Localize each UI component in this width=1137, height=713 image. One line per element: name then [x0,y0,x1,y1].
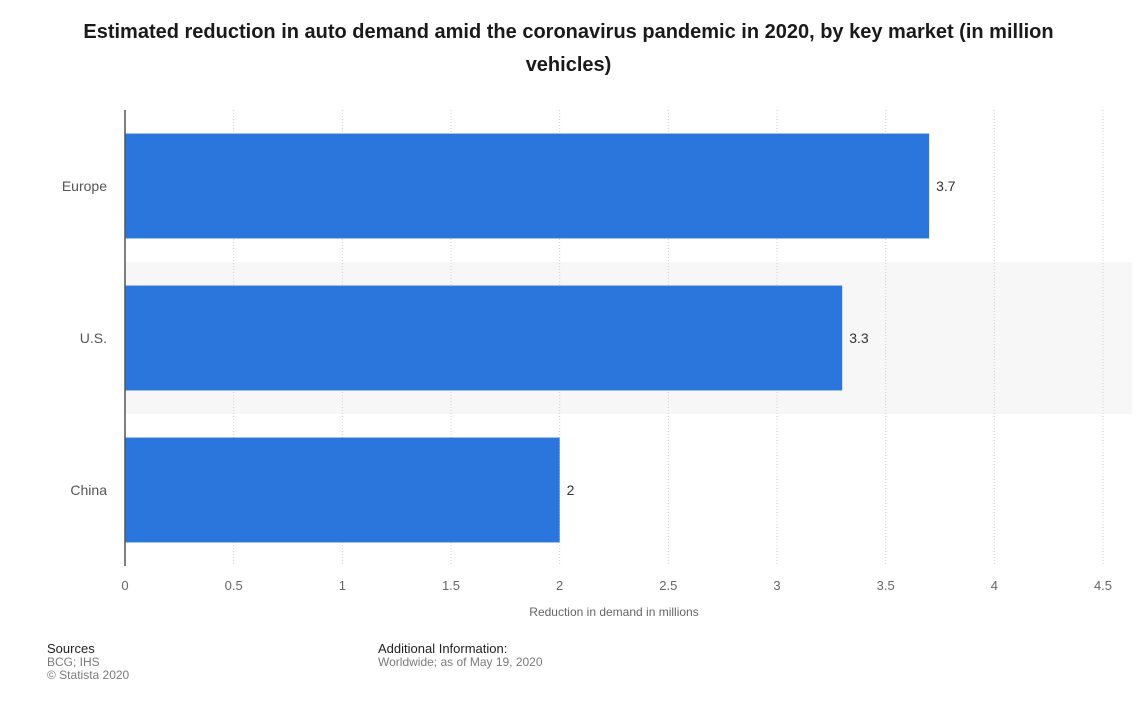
x-axis-label: Reduction in demand in millions [529,605,698,619]
value-labels: 3.7 3.3 2 [567,178,956,498]
copyright-text: © Statista 2020 [47,668,130,682]
additional-info-block: Additional Information: Worldwide; as of… [378,641,543,669]
x-tick-label: 4.5 [1094,578,1112,593]
category-label: China [70,482,107,498]
x-tick-label: 3 [773,578,780,593]
value-label: 2 [567,482,575,498]
x-tick-label: 0 [121,578,128,593]
category-label: U.S. [80,330,107,346]
x-tick-label: 1.5 [442,578,460,593]
value-label: 3.3 [849,330,869,346]
category-label: Europe [62,178,107,194]
bar [125,437,560,543]
additional-info-heading: Additional Information: [378,641,508,656]
x-tick-label: 2.5 [659,578,677,593]
chart-title: Estimated reduction in auto demand amid … [83,21,1054,76]
bar [125,133,930,239]
x-tick-label: 0.5 [225,578,243,593]
x-tick-labels: 0 0.5 1 1.5 2 2.5 3 3.5 4 4.5 [121,578,1112,593]
x-tick-label: 2 [556,578,563,593]
sources-text: BCG; IHS [47,655,100,669]
category-labels: Europe U.S. China [62,178,107,498]
additional-info-text: Worldwide; as of May 19, 2020 [378,655,543,669]
x-tick-label: 4 [991,578,998,593]
sources-block: Sources BCG; IHS © Statista 2020 [47,641,129,682]
x-tick-label: 3.5 [877,578,895,593]
x-tick-label: 1 [339,578,346,593]
bar [125,285,843,391]
sources-heading: Sources [47,641,95,656]
value-label: 3.7 [936,178,956,194]
bars [125,133,930,543]
